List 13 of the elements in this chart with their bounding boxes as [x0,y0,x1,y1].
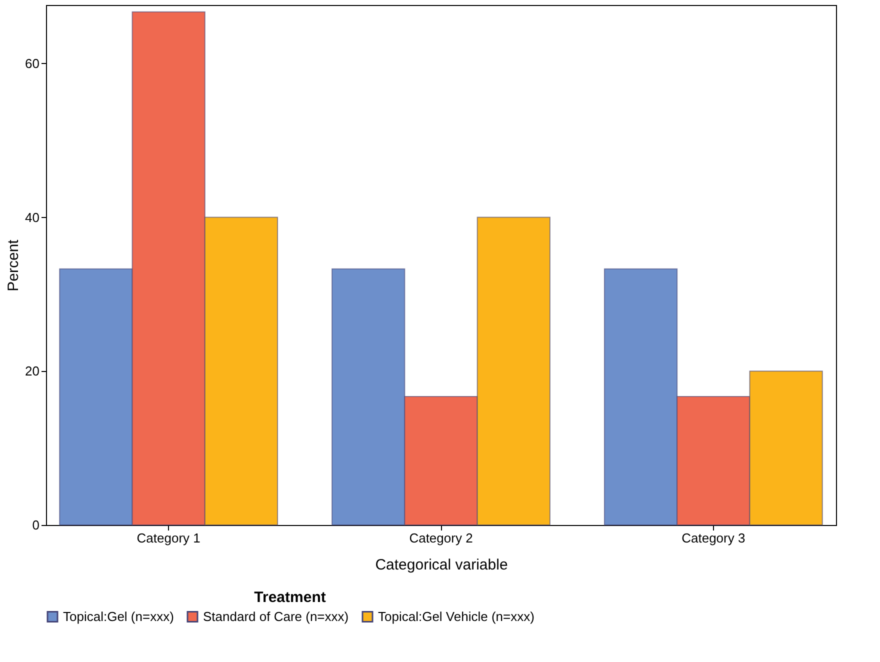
x-axis-title: Categorical variable [375,556,508,574]
legend-title: Treatment [254,589,326,606]
y-tick-label: 60 [25,56,40,71]
x-tick-label: Category 1 [136,530,200,546]
legend-label: Topical:Gel (n=xxx) [63,608,174,624]
x-tick-label: Category 2 [409,530,473,546]
x-tick-label: Category 3 [682,530,746,546]
y-tick-label: 20 [25,364,40,379]
legend-label: Standard of Care (n=xxx) [203,608,349,624]
y-tick-label: 40 [25,210,40,225]
y-tick-label: 0 [32,518,40,532]
y-axis-title: Percent [5,238,22,292]
legend-label: Topical:Gel Vehicle (n=xxx) [378,608,534,624]
